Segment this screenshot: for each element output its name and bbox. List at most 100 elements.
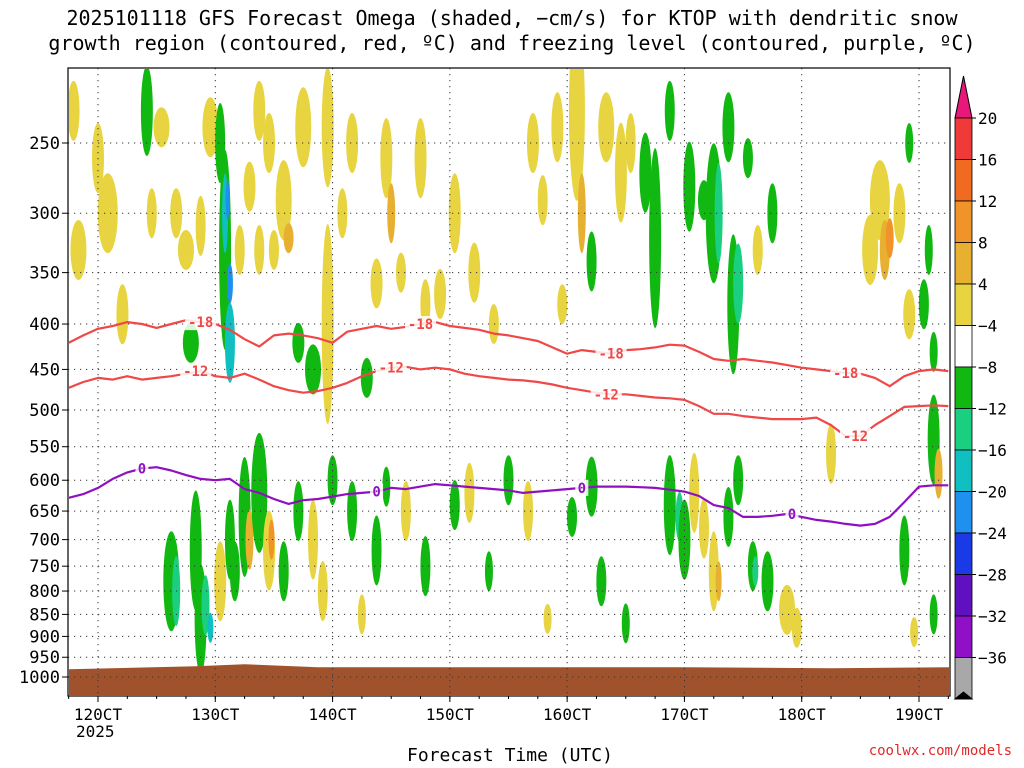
y-tick-label: 500 (29, 401, 60, 421)
chart-title-line2: growth region (contoured, red, ºC) and f… (48, 31, 976, 55)
omega-shade-cell (905, 123, 914, 163)
omega-shade-cell (924, 224, 933, 275)
colorbar-label: −24 (978, 524, 1007, 543)
contour-label: 0 (138, 461, 146, 477)
omega-shade-cell (826, 423, 837, 484)
omega-shade-cell (537, 175, 548, 226)
omega-shade-cell (243, 161, 256, 212)
omega-shade-cell (69, 80, 80, 141)
omega-shade-cell (360, 357, 373, 398)
omega-shade-cell (195, 195, 206, 256)
y-tick-label: 900 (29, 627, 60, 647)
contour-label-bg (185, 314, 217, 331)
colorbar-label: −4 (978, 317, 997, 336)
omega-shade-cell (177, 229, 194, 270)
x-tick-label: 150CT (426, 705, 475, 724)
omega-shade-cell (370, 258, 383, 309)
omega-shade-cell (614, 122, 627, 223)
colorbar-label: −28 (978, 566, 1007, 585)
contour-label-bg (590, 386, 622, 403)
omega-shade-cell (400, 481, 411, 542)
omega-shade-cell (97, 173, 118, 254)
omega-shade-cell (201, 575, 210, 636)
omega-shade-cell (268, 229, 279, 270)
y-tick-label: 650 (29, 502, 60, 522)
omega-shade-cell (337, 188, 348, 239)
omega-shade-cell (295, 87, 312, 168)
colorbar-swatch (954, 574, 973, 617)
omega-shade-cell (551, 92, 564, 163)
omega-shade-cell (225, 180, 230, 221)
omega-shade-cell (678, 499, 691, 580)
omega-shade-cell (321, 69, 334, 188)
y-tick-label: 750 (29, 557, 60, 577)
colorbar-label: 20 (978, 109, 997, 128)
y-tick-label: 850 (29, 605, 60, 625)
contour-line (69, 466, 949, 527)
omega-shade-cell (929, 331, 938, 372)
x-axis-year-label: 2025 (76, 722, 115, 741)
y-tick-label: 550 (29, 438, 60, 458)
contour-label: -12 (843, 429, 868, 445)
omega-shade-cell (263, 113, 276, 173)
omega-shade-cell (899, 515, 910, 586)
ground-terrain (69, 664, 949, 695)
y-tick-label: 950 (29, 648, 60, 668)
colorbar-label: 12 (978, 192, 997, 211)
omega-shade-cell (140, 69, 153, 156)
colorbar-label: −32 (978, 607, 1007, 626)
omega-shade-cell (357, 594, 366, 635)
omega-shade-cell (70, 219, 87, 280)
omega-shade-cell (557, 284, 568, 325)
omega-shade-cell (664, 80, 675, 141)
omega-shade-cell (153, 107, 170, 148)
contour-label-bg (575, 479, 589, 496)
omega-shade-cell (420, 536, 431, 597)
colorbar-label: −16 (978, 441, 1007, 460)
omega-shade-cell (598, 92, 615, 163)
omega-shade-cell (214, 541, 227, 622)
omega-shade-cell (305, 344, 322, 395)
omega-shade-cell (698, 498, 709, 559)
omega-shade-cell (639, 132, 652, 213)
omega-shade-cell (742, 138, 753, 179)
colorbar-swatch (954, 325, 973, 368)
colorbar-label: −12 (978, 400, 1007, 419)
credit-link[interactable]: coolwx.com/models (868, 743, 1012, 759)
x-tick-label: 180CT (778, 705, 827, 724)
omega-shade-cell (346, 113, 359, 173)
omega-shade-cell (226, 263, 233, 304)
y-tick-label: 350 (29, 264, 60, 284)
omega-shade-cell (448, 173, 461, 254)
omega-shade-cell (434, 269, 447, 320)
omega-shade-cell (577, 173, 586, 254)
omega-shade-cell (663, 455, 676, 556)
colorbar-label: 16 (978, 151, 997, 170)
omega-shade-cell (293, 481, 304, 542)
x-tick-label: 160CT (543, 705, 592, 724)
x-tick-label: 190CT (895, 705, 944, 724)
omega-shade-cell (714, 163, 723, 264)
omega-shade-cell (275, 160, 292, 241)
y-tick-label: 1000 (19, 668, 60, 688)
omega-shade-cell (543, 603, 552, 634)
x-tick-label: 170CT (660, 705, 709, 724)
omega-shade-cell (733, 455, 744, 506)
colorbar-swatch (954, 449, 973, 492)
contour-label: -18 (188, 315, 213, 331)
contour-label-bg (830, 364, 862, 381)
omega-shade-cell (321, 224, 334, 425)
omega-shade-cell (317, 561, 328, 622)
colorbar-label: −36 (978, 649, 1007, 668)
omega-shade-cell (885, 218, 894, 259)
omega-shade-cell (283, 223, 294, 254)
omega-shade-cell (767, 183, 778, 244)
omega-shade-cell (918, 279, 929, 330)
omega-shade-cell (245, 509, 254, 570)
omega-shade-cell (484, 551, 493, 592)
y-tick-label: 800 (29, 582, 60, 602)
omega-shade-cell (468, 242, 481, 303)
omega-shade-cell (253, 80, 266, 141)
contour-label-bg (375, 359, 407, 376)
contour-label: -18 (408, 317, 433, 333)
